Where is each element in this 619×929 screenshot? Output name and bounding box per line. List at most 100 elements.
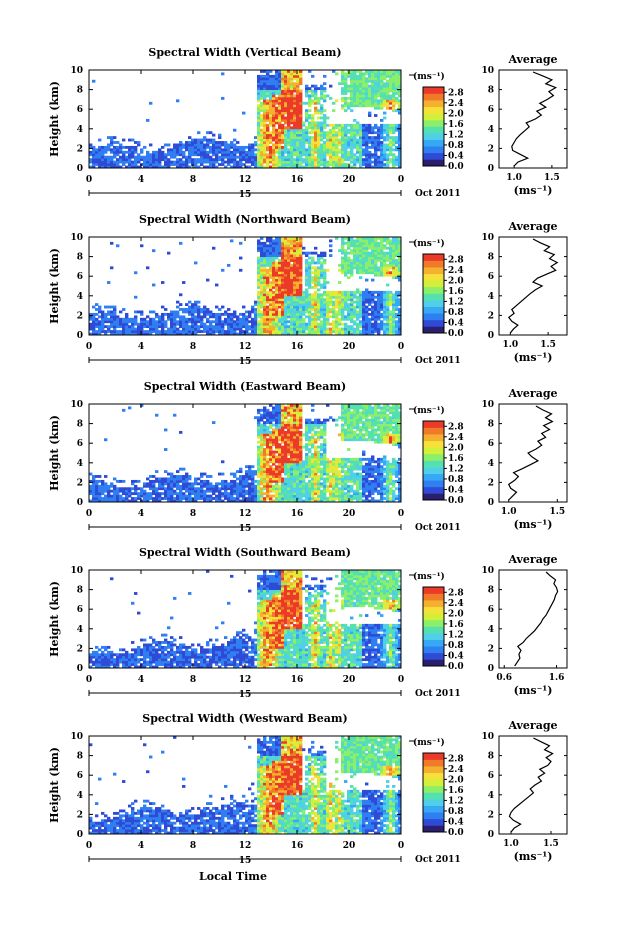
heatmap-cell [362, 300, 366, 304]
heatmap-cell [287, 332, 291, 336]
heatmap-cell [275, 237, 279, 240]
heatmap-cell [338, 82, 342, 86]
avg-y-tick-label: 0 [488, 164, 494, 174]
heatmap-cell [374, 99, 378, 103]
heatmap-cell [299, 116, 303, 120]
heatmap-cell [284, 96, 288, 100]
heatmap-cell [296, 256, 300, 260]
heatmap-cell [281, 465, 285, 469]
heatmap-cell [260, 312, 264, 316]
heatmap-cell [341, 163, 345, 166]
heatmap-cell [200, 150, 204, 154]
heatmap-cell [290, 87, 294, 90]
heatmap-cell [251, 479, 255, 483]
heatmap-cell [359, 244, 363, 248]
heatmap-cell [377, 92, 381, 95]
heatmap-cell [326, 148, 330, 152]
heatmap-cell [275, 145, 279, 149]
heatmap-cell [110, 241, 114, 245]
heatmap-cell [269, 121, 273, 125]
heatmap-cell [284, 77, 288, 81]
heatmap-cell [137, 330, 141, 333]
heatmap-cell [275, 308, 279, 311]
heatmap-cell [170, 497, 174, 500]
heatmap-cell [293, 241, 297, 245]
heatmap-cell [125, 155, 129, 159]
heatmap-cell [230, 484, 234, 488]
heatmap-cell [290, 160, 294, 164]
heatmap-cell [218, 163, 222, 166]
heatmap-cell [326, 312, 330, 316]
heatmap-cell [221, 312, 225, 316]
heatmap-cell [176, 305, 180, 309]
heatmap-cell [266, 448, 270, 451]
heatmap-cell [335, 322, 339, 326]
heatmap-cell [215, 489, 219, 493]
heatmap-cell [209, 145, 213, 149]
heatmap-cell [317, 268, 321, 272]
colorbar-tick-label: 2.8 [448, 88, 464, 98]
heatmap-cell [170, 477, 174, 481]
heatmap-cell [377, 273, 381, 277]
heatmap-cell [266, 141, 270, 144]
heatmap-cell [212, 145, 216, 149]
heatmap-cell [182, 477, 186, 481]
heatmap-cell [194, 320, 198, 324]
heatmap-cell [152, 487, 156, 491]
heatmap-cell [320, 276, 324, 280]
heatmap-cell [374, 312, 378, 316]
heatmap-cell [275, 290, 279, 294]
heatmap-cell [125, 497, 129, 500]
heatmap-cell [242, 332, 246, 336]
heatmap-cell [317, 281, 321, 284]
heatmap-cell [377, 70, 381, 73]
heatmap-cell [179, 484, 183, 488]
heatmap-cell [275, 261, 279, 265]
heatmap-cell [281, 241, 285, 245]
heatmap-cell [392, 325, 396, 329]
heatmap-cell [206, 165, 210, 169]
heatmap-cell [269, 467, 273, 471]
heatmap-cell [266, 305, 270, 309]
heatmap-cell [335, 320, 339, 324]
heatmap-cell [152, 482, 156, 486]
heatmap-cell [134, 158, 138, 162]
heatmap-cell [221, 332, 225, 336]
heatmap-cell [350, 89, 354, 93]
heatmap-cell [275, 116, 279, 120]
heatmap-cell [197, 158, 201, 162]
heatmap-cell [377, 138, 381, 142]
heatmap-cell [266, 263, 270, 267]
heatmap-cell [263, 288, 267, 292]
panel-title: Spectral Width (Vertical Beam) [148, 46, 341, 59]
heatmap-cell [374, 77, 378, 81]
heatmap-cell [260, 114, 264, 117]
heatmap-cell [392, 241, 396, 245]
heatmap-cell [107, 317, 111, 321]
avg-x-axis-label: (ms⁻¹) [514, 351, 553, 364]
heatmap-cell [209, 482, 213, 486]
heatmap-cell [269, 92, 273, 95]
heatmap-cell [278, 460, 282, 464]
heatmap-cell [194, 158, 198, 162]
heatmap-cell [353, 92, 357, 95]
heatmap-cell [287, 320, 291, 324]
heatmap-cell [263, 123, 267, 127]
heatmap-cell [263, 430, 267, 434]
heatmap-cell [290, 138, 294, 142]
heatmap-cell [203, 136, 207, 139]
heatmap-cell [326, 320, 330, 324]
heatmap-cell [356, 148, 360, 152]
heatmap-cell [362, 96, 366, 100]
heatmap-cell [251, 472, 255, 476]
heatmap-cell [152, 155, 156, 159]
heatmap-cell [134, 332, 138, 336]
heatmap-cell [176, 165, 180, 169]
heatmap-cell [272, 308, 276, 311]
heatmap-cell [272, 433, 276, 437]
heatmap-cell [275, 320, 279, 324]
heatmap-cell [383, 70, 387, 73]
heatmap-cell [269, 470, 273, 473]
heatmap-cell [194, 308, 198, 311]
heatmap-cell [383, 322, 387, 326]
